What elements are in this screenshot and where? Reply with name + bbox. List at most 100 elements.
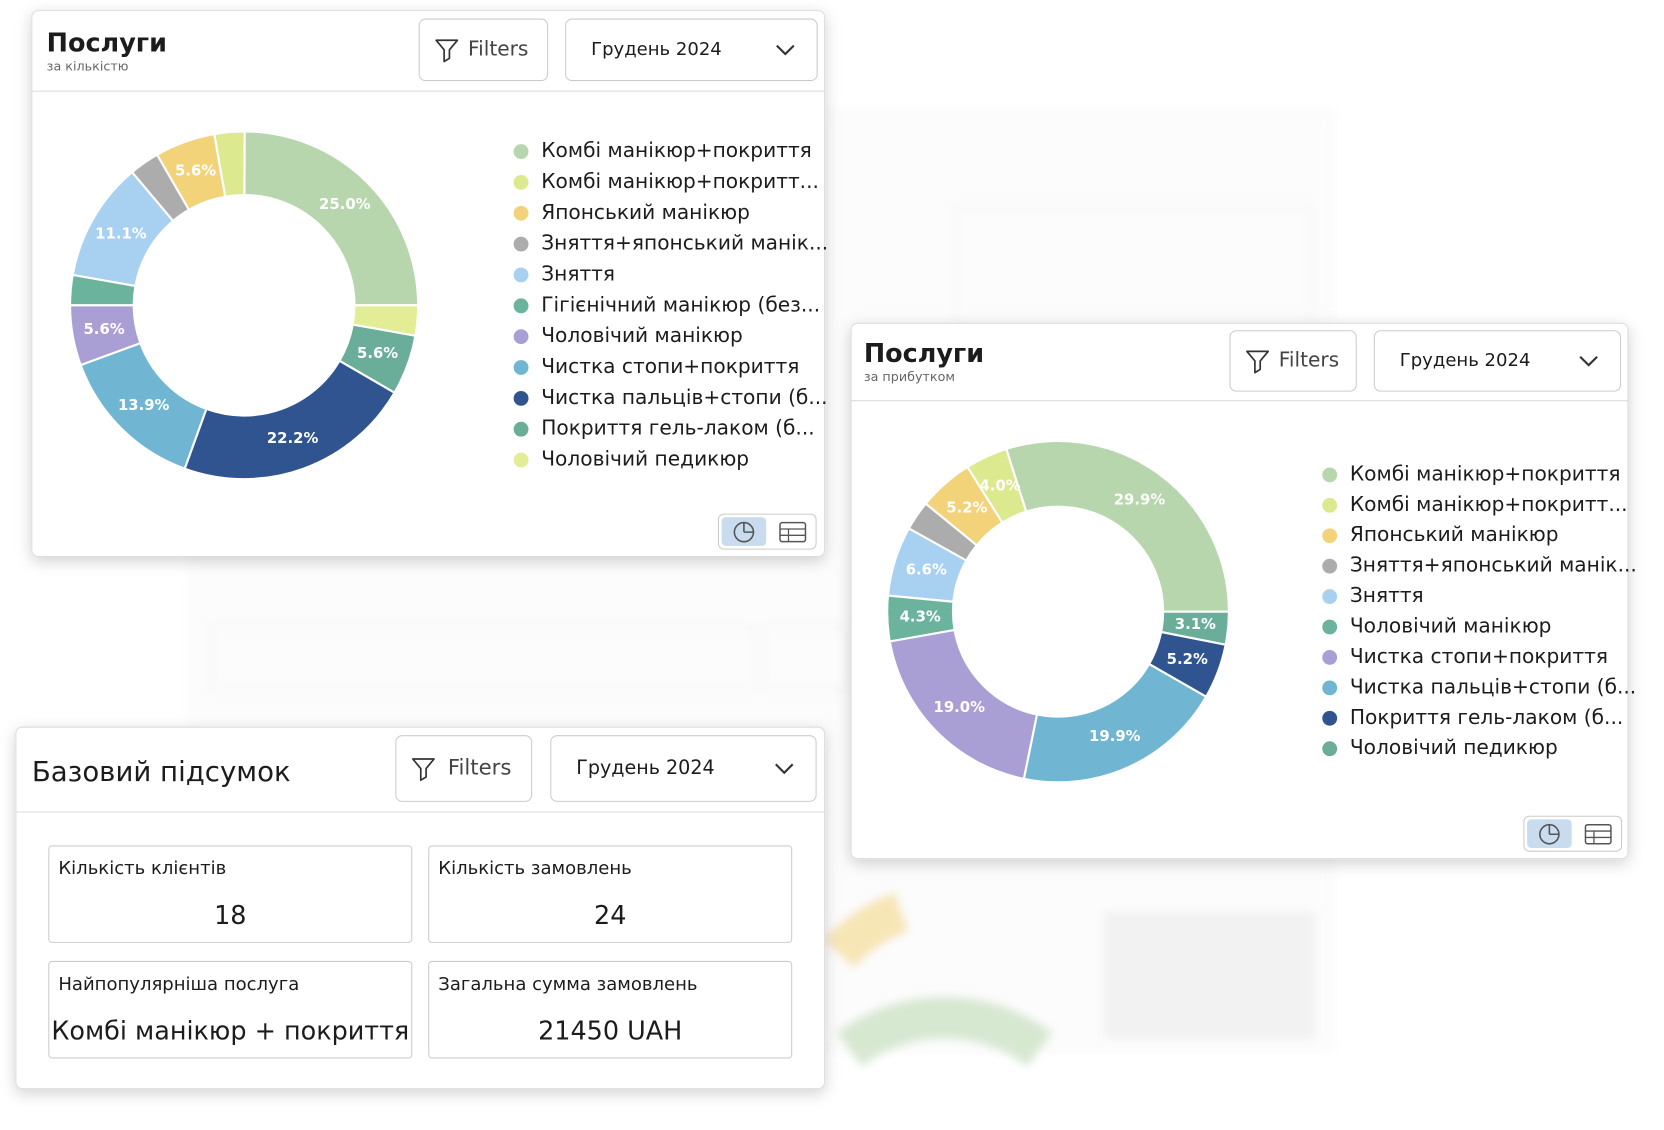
period-dropdown[interactable] xyxy=(1373,330,1622,392)
slice-label: 4.0% xyxy=(980,478,1021,495)
slice-label: 5.2% xyxy=(1167,651,1208,668)
filters-label: Filters xyxy=(468,36,528,60)
card-label: Кількість замовлень xyxy=(438,858,632,879)
slice-label: 19.0% xyxy=(934,699,986,716)
legend-marker xyxy=(513,298,529,314)
legend-marker xyxy=(1322,680,1338,696)
legend-marker xyxy=(513,360,529,375)
legend-marker xyxy=(1322,558,1338,574)
legend-marker xyxy=(513,421,529,437)
filter-icon xyxy=(411,758,435,782)
legend-label: Зняття xyxy=(541,261,615,285)
legend-label: Чистка стопи+покриття xyxy=(1350,644,1608,668)
legend-marker xyxy=(513,205,529,221)
legend-label: Чистка пальців+стопи (б... xyxy=(541,385,827,409)
legend-marker xyxy=(513,452,529,468)
legend-label: Японський манікюр xyxy=(541,200,750,224)
chevron-icon xyxy=(776,44,795,56)
panel xyxy=(850,322,1629,860)
period-label: Грудень 2024 xyxy=(576,756,714,779)
legend-marker xyxy=(1322,650,1338,665)
card-label: Загальна сумма замовлень xyxy=(438,974,697,995)
legend-label: Чоловічий педикюр xyxy=(1350,735,1558,759)
period-dropdown[interactable] xyxy=(550,735,817,802)
legend-label: Покриття гель-лаком (б... xyxy=(1350,705,1623,729)
period-dropdown[interactable] xyxy=(565,18,818,82)
panel-subtitle: за кількістю xyxy=(47,58,129,73)
panel xyxy=(31,10,826,558)
table-view-grid xyxy=(780,528,806,542)
slice-label: 5.6% xyxy=(175,163,216,180)
legend-marker xyxy=(1322,619,1338,635)
legend-label: Чоловічий манікюр xyxy=(541,323,743,347)
slice-label: 5.6% xyxy=(357,345,398,362)
table-view-button[interactable] xyxy=(1584,823,1612,845)
slice-label: 22.2% xyxy=(267,430,319,447)
panel-subtitle: за прибутком xyxy=(864,369,955,384)
summary-card xyxy=(428,960,793,1059)
slice-label: 5.2% xyxy=(946,499,987,516)
filters-button[interactable] xyxy=(1229,330,1357,392)
legend-label: Чоловічий манікюр xyxy=(1350,614,1552,638)
panel-title: Послуги xyxy=(47,29,167,59)
legend-marker xyxy=(1322,497,1338,513)
legend-marker xyxy=(513,267,529,283)
summary-card xyxy=(48,845,413,943)
filters-button[interactable] xyxy=(395,735,533,802)
donut-slice xyxy=(351,304,420,337)
legend-label: Комбі манікюр+покритт... xyxy=(1350,492,1628,516)
pie-view-icon-slice xyxy=(1548,824,1559,836)
slice-label: 29.9% xyxy=(1114,491,1166,508)
legend-label: Комбі манікюр+покриття xyxy=(541,138,812,162)
legend-marker xyxy=(513,329,529,345)
legend-label: Комбі манікюр+покриття xyxy=(1350,461,1621,485)
legend-marker xyxy=(513,144,529,160)
chevron-icon xyxy=(1579,355,1598,367)
card-label: Найпопулярніша послуга xyxy=(58,974,299,995)
card-label: Кількість клієнтів xyxy=(58,858,226,879)
table-view-button[interactable] xyxy=(779,521,807,543)
slice-label: 11.1% xyxy=(95,225,147,242)
legend-marker xyxy=(513,175,529,190)
legend-label: Чистка пальців+стопи (б... xyxy=(1350,674,1636,698)
slice-label: 4.3% xyxy=(900,608,941,625)
filters-label: Filters xyxy=(448,756,512,781)
period-label: Грудень 2024 xyxy=(591,39,722,60)
legend-label: Зняття+японський манік... xyxy=(541,231,828,255)
card-value: 21450 UAH xyxy=(538,1016,682,1046)
card-value: 18 xyxy=(214,901,246,931)
slice-label: 6.6% xyxy=(906,562,947,579)
legend-label: Зняття xyxy=(1350,583,1424,607)
slice-label: 25.0% xyxy=(319,196,371,213)
summary-card xyxy=(48,960,413,1059)
pie-view-icon-slice xyxy=(743,522,754,533)
slice-label: 13.9% xyxy=(118,397,170,414)
panel-title: Базовий підсумок xyxy=(32,755,291,788)
filters-button[interactable] xyxy=(418,18,549,82)
donut-slice xyxy=(1004,439,1230,613)
donut-slice xyxy=(183,359,396,481)
legend-label: Зняття+японський манік... xyxy=(1350,553,1637,577)
legend-marker xyxy=(1322,710,1338,726)
period-label: Грудень 2024 xyxy=(1400,350,1531,371)
donut-slice xyxy=(1159,610,1230,646)
chevron-icon xyxy=(775,763,794,775)
summary-card xyxy=(428,845,793,943)
legend-label: Гігієнічний манікюр (без... xyxy=(541,292,820,316)
legend-label: Чоловічий педикюр xyxy=(541,447,749,471)
filter-icon xyxy=(1246,350,1270,374)
legend-marker xyxy=(1322,467,1338,483)
legend-label: Японський манікюр xyxy=(1350,522,1559,546)
slice-label: 19.9% xyxy=(1089,728,1141,745)
slice-label: 5.6% xyxy=(83,321,124,338)
legend-marker xyxy=(513,236,529,252)
card-value: Комбі манікюр + покриття xyxy=(51,1016,409,1046)
filters-label: Filters xyxy=(1279,347,1339,371)
panel-title: Послуги xyxy=(864,339,984,369)
slice-label: 3.1% xyxy=(1175,616,1216,633)
legend-marker xyxy=(1322,528,1338,544)
legend-marker xyxy=(1322,589,1338,605)
legend-label: Комбі манікюр+покритт... xyxy=(541,169,819,193)
legend-label: Покриття гель-лаком (б... xyxy=(541,416,814,440)
